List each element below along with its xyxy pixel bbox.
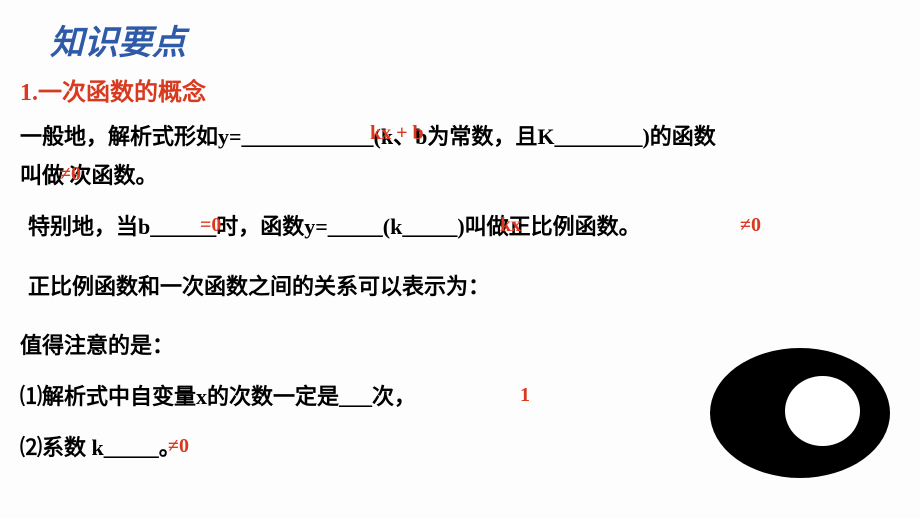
answer-ne0-a: ≠0: [60, 158, 81, 190]
relation-line: 正比例函数和一次函数之间的关系可以表示为：: [0, 267, 920, 306]
note-text-2: ⑵系数 k_____。: [20, 435, 181, 460]
definition-line-1: 一般地，解析式形如y=____________(k、b为常数，且K_______…: [0, 117, 920, 156]
answer-eq0: =0: [200, 209, 221, 241]
answer-ne0-b: ≠0: [740, 209, 761, 241]
note-text-1: ⑴解析式中自变量x的次数一定是___次，: [20, 384, 416, 409]
answer-one: 1: [520, 379, 530, 411]
oval-inner: [785, 376, 860, 446]
def-text-1a: 一般地，解析式形如y=____________(k、b为常数，且K_______…: [20, 124, 716, 149]
answer-ne0-c: ≠0: [168, 430, 189, 462]
page-title: 知识要点: [0, 0, 920, 72]
definition-line-2: 特别地，当b______时，函数y=_____(k_____)叫做正比例函数。 …: [0, 207, 920, 246]
answer-kx: kx: [500, 209, 521, 241]
definition-line-1b: 叫做 次函数。 ≠0: [0, 156, 920, 195]
section-header: 1.一次函数的概念: [0, 72, 920, 117]
def-text-1b-pre: 叫做: [20, 163, 64, 188]
def-text-1b-post: 次函数。: [70, 163, 158, 188]
def-text-2: 特别地，当b______时，函数y=_____(k_____)叫做正比例函数。: [28, 214, 641, 239]
answer-kx-plus-b: kx + b: [370, 117, 424, 149]
venn-diagram-shape: [710, 348, 890, 478]
